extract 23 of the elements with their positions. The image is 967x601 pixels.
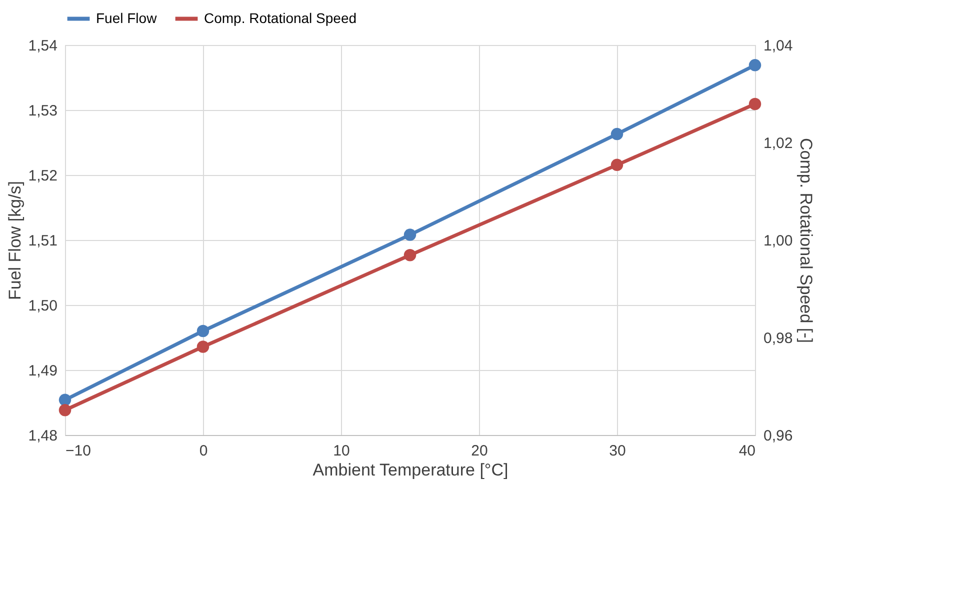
x-tick-label: 30 xyxy=(609,442,626,460)
y-tick-label: 1,54 xyxy=(28,38,58,54)
y-tick-label: 1,52 xyxy=(28,168,58,184)
y-axis-title: Fuel Flow [kg/s] xyxy=(5,180,24,300)
y-tick-label: 1,51 xyxy=(28,232,58,250)
x-tick-label: −10 xyxy=(66,442,91,460)
y2-axis-title: Comp. Rotational Speed [-] xyxy=(796,138,816,344)
y-tick-label: 1,49 xyxy=(28,362,58,380)
y2-tick-label: 0,98 xyxy=(764,330,793,347)
y-tick-label: 1,50 xyxy=(28,298,58,314)
x-tick-label: 40 xyxy=(738,442,756,460)
x-tick-label: 10 xyxy=(333,442,350,460)
legend-label: Fuel Flow xyxy=(96,10,158,26)
x-axis-title: Ambient Temperature [°C] xyxy=(312,460,508,480)
legend-label: Comp. Rotational Speed xyxy=(204,10,357,26)
y-tick-label: 1,53 xyxy=(28,102,58,120)
y2-tick-label: 1,04 xyxy=(764,38,793,54)
y-tick-label: 1,48 xyxy=(28,428,58,444)
x-tick-label: 0 xyxy=(199,442,208,460)
x-tick-label: 20 xyxy=(471,442,488,460)
y2-tick-label: 1,00 xyxy=(764,232,793,250)
y2-tick-label: 1,02 xyxy=(764,135,793,152)
y2-tick-label: 0,96 xyxy=(764,428,793,444)
